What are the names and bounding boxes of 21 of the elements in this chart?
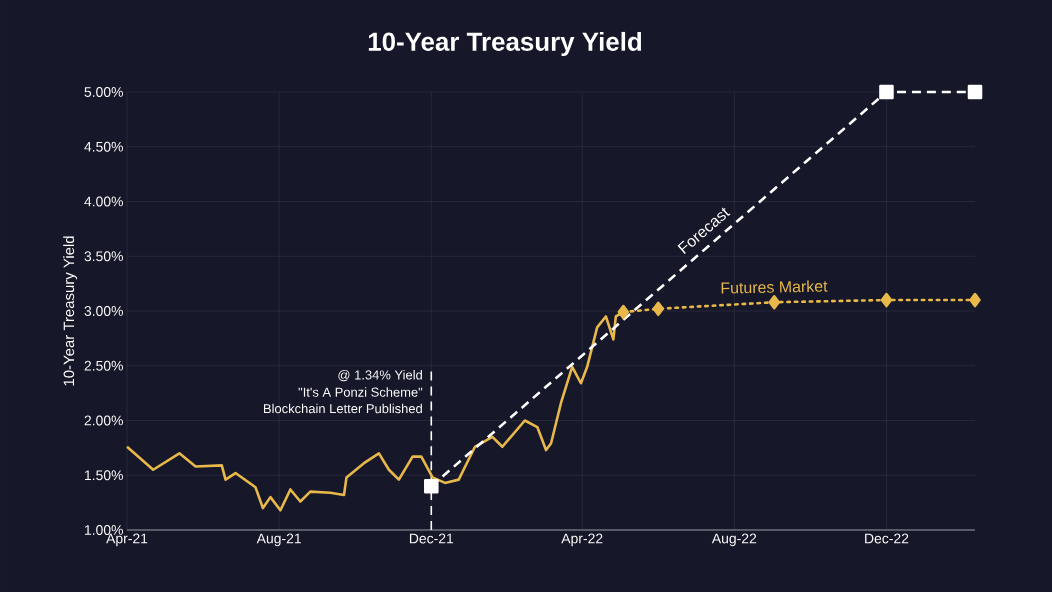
y-tick-label: 2.50% [84,360,123,371]
x-tick-label: Dec-22 [865,533,909,544]
annotation: "It's A Ponzi Scheme" [298,387,423,397]
chart-title: 10-Year Treasury Yield [368,31,642,57]
y-tick-label: 5.00% [84,87,123,97]
x-tick-label: Dec-21 [409,533,454,544]
x-tick-label: Aug-21 [256,533,301,547]
x-tick-label: Apr-21 [106,533,148,547]
y-tick-label: 1.50% [85,470,123,481]
y-tick-label: 3.50% [84,251,123,262]
annotation: @ 1.34% Yield [338,370,422,382]
y-tick-label: 4.00% [84,196,123,207]
y-tick-label: 4.50% [84,141,123,152]
x-tick-label: Aug-22 [711,533,757,547]
y-tick-label: 3.00% [84,306,123,316]
x-tick-label: Apr-22 [561,533,603,547]
annotation: Blockchain Letter Published [264,403,422,414]
y-axis-title: 10-Year Treasury Yield [63,236,78,386]
series-label: Futures Market [721,280,828,294]
y-tick-label: 1.00% [85,525,123,535]
y-tick-label: 2.00% [84,415,123,426]
